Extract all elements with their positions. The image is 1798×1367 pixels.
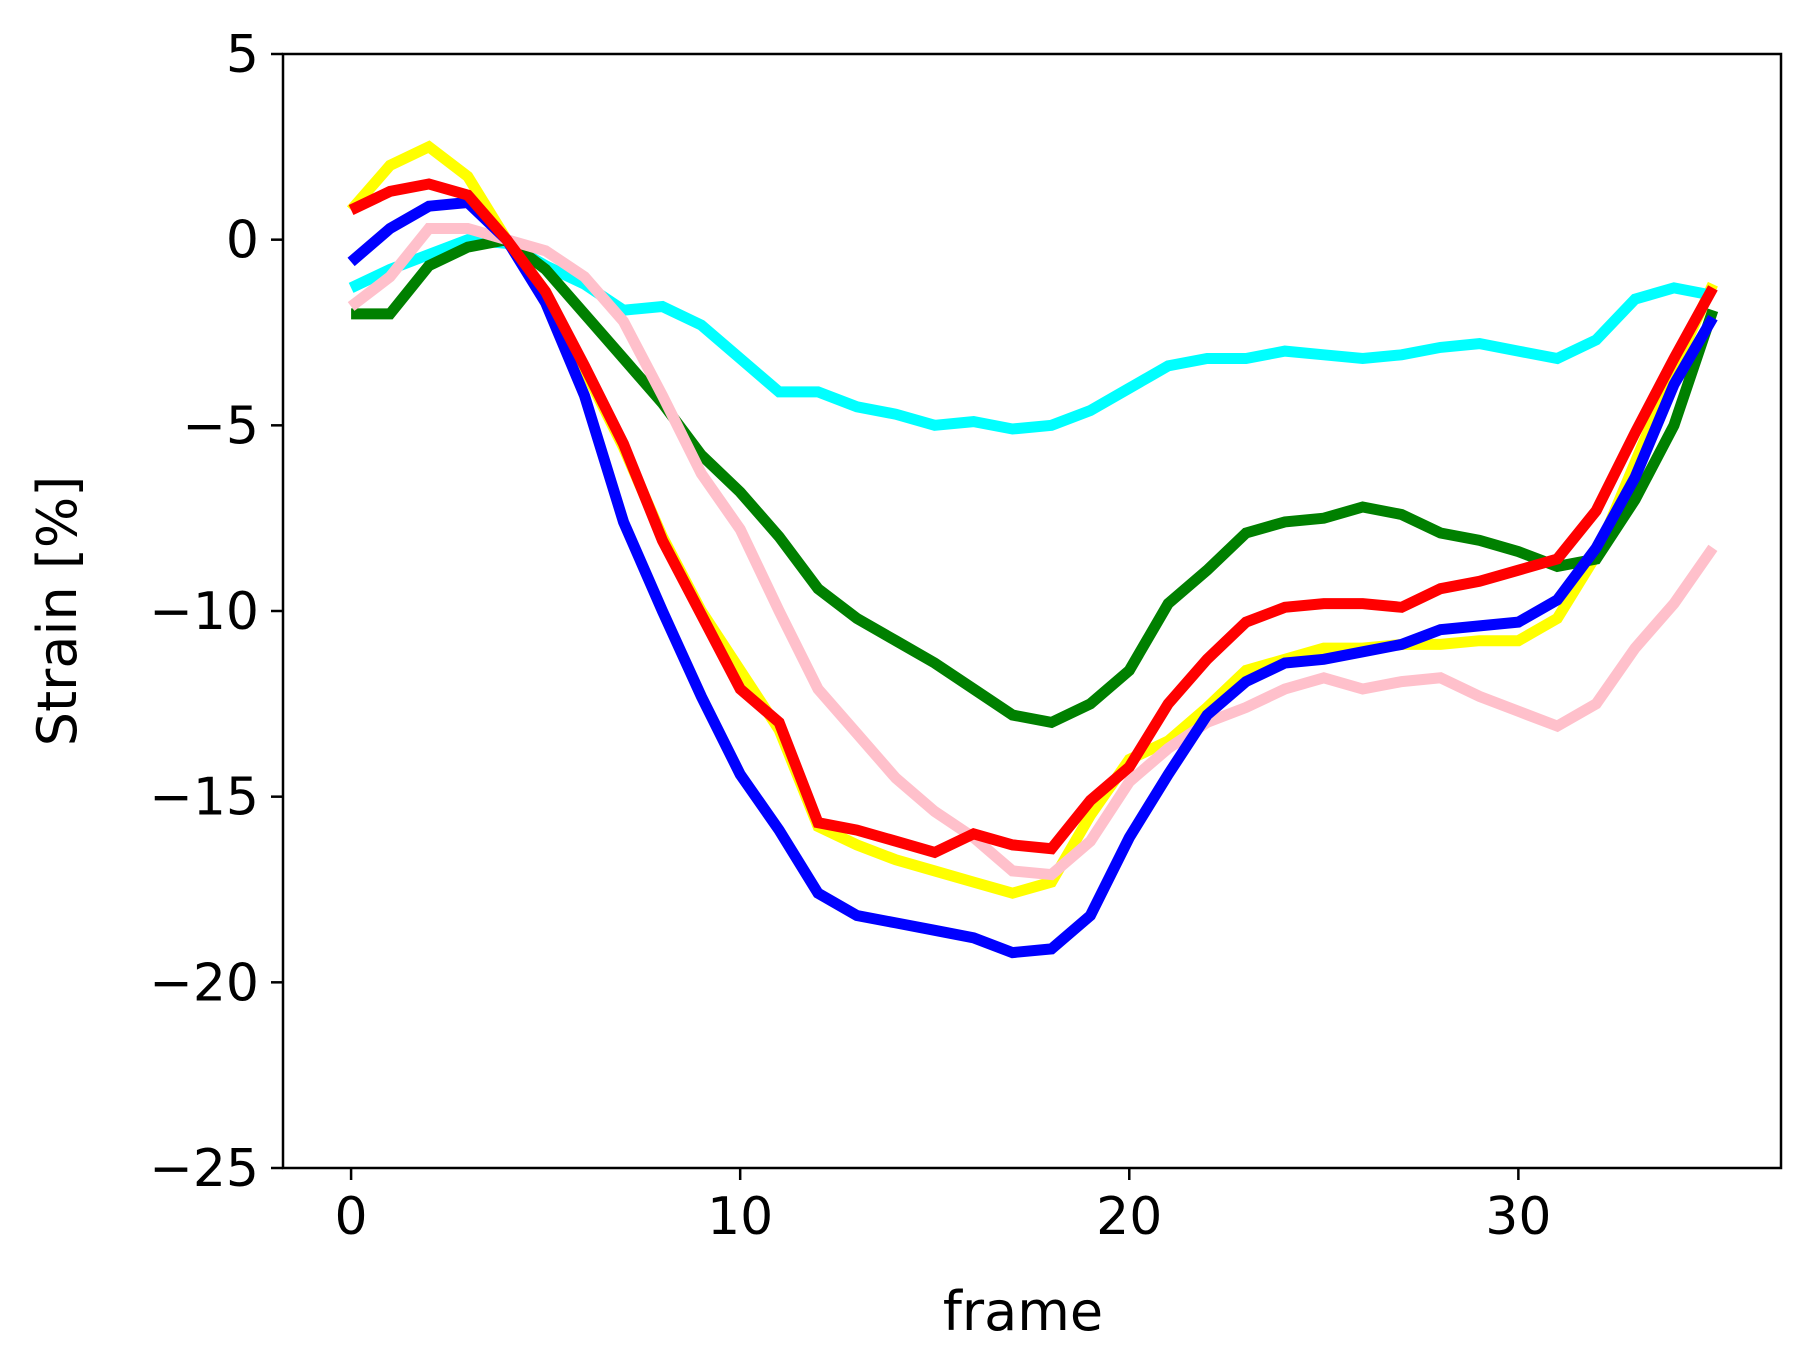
- y-axis: 5 0 −5 −10 −15 −20 −25: [149, 25, 283, 1199]
- series-layer: [346, 140, 1719, 959]
- x-tick-label: 30: [1485, 1187, 1551, 1247]
- y-tick-label: 0: [226, 211, 259, 271]
- y-tick-label: −20: [149, 953, 259, 1013]
- x-tick-label: 0: [335, 1187, 368, 1247]
- series-line-6: [348, 178, 1718, 859]
- series-line-2: [348, 234, 1714, 435]
- y-tick-label: −25: [149, 1139, 259, 1199]
- series-line-3: [351, 233, 1719, 729]
- x-axis: 0 10 20 30: [335, 1168, 1551, 1247]
- y-tick-label: 5: [226, 25, 259, 85]
- x-tick-label: 10: [707, 1187, 773, 1247]
- x-tick-label: 20: [1096, 1187, 1162, 1247]
- y-tick-label: −10: [149, 582, 259, 642]
- series-line-4: [347, 223, 1718, 881]
- series-line-5: [347, 196, 1718, 959]
- x-axis-label: frame: [943, 1280, 1103, 1343]
- y-tick-label: −15: [149, 768, 259, 828]
- y-axis-label: Strain [%]: [26, 476, 89, 747]
- y-tick-label: −5: [182, 396, 259, 456]
